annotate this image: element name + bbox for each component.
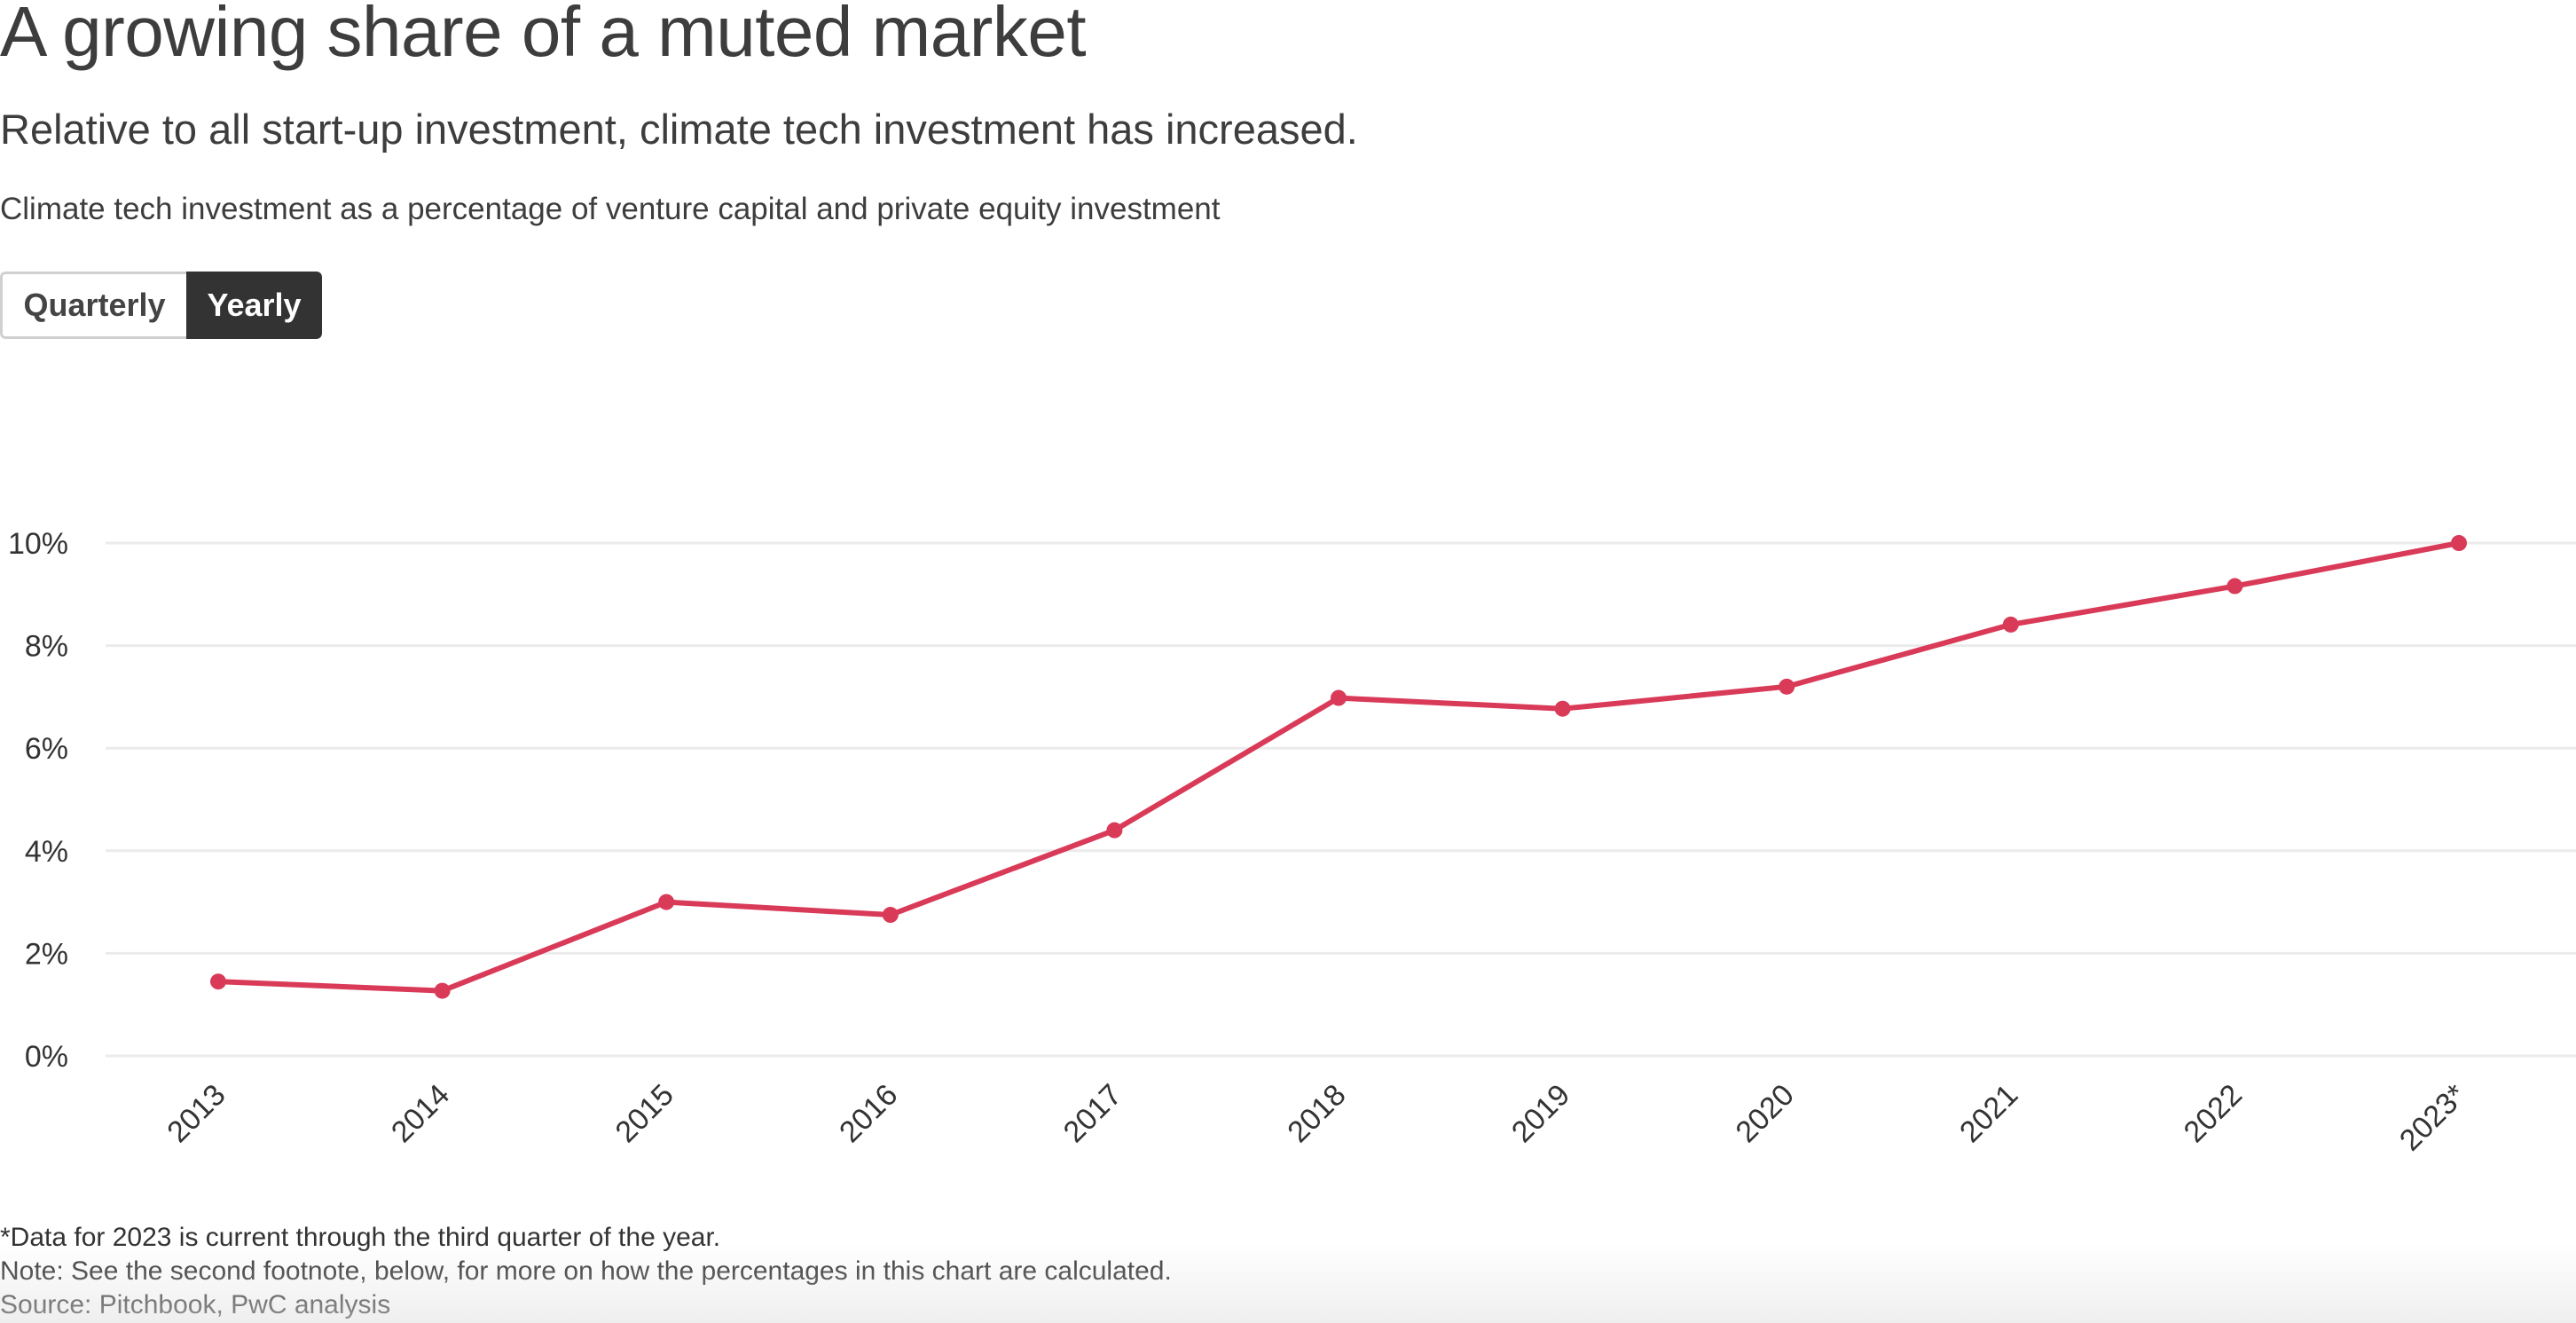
y-tick-label: 10% — [8, 527, 68, 561]
data-point[interactable] — [882, 907, 899, 924]
x-tick-label: 2022 — [2178, 1078, 2249, 1149]
x-tick-label: 2019 — [1505, 1078, 1576, 1149]
footnote-source: Source: Pitchbook, PwC analysis — [0, 1290, 391, 1319]
footnote-note: Note: See the second footnote, below, fo… — [0, 1256, 1172, 1286]
period-toggle: Quarterly Yearly — [0, 272, 322, 339]
data-point[interactable] — [2227, 578, 2243, 595]
y-axis-ticks: 0% 2% 4% 6% 8% 10% — [8, 527, 68, 1074]
chart-description: Climate tech investment as a percentage … — [0, 192, 1221, 226]
y-tick-label: 6% — [25, 732, 68, 766]
line-chart: 0%2%4%6%8%10% 2013 2014 2015 2016 2017 2018 20… — [8, 527, 2576, 1158]
x-tick-label: 2017 — [1057, 1078, 1128, 1149]
toggle-quarterly-button[interactable]: Quarterly — [0, 272, 186, 339]
chart-subtitle: Relative to all start-up investment, cli… — [0, 106, 1358, 153]
footnote-asterisk: *Data for 2023 is current through the th… — [0, 1223, 721, 1252]
toggle-yearly-button[interactable]: Yearly — [186, 272, 322, 339]
data-point[interactable] — [210, 973, 226, 990]
data-point[interactable] — [1554, 700, 1571, 717]
x-tick-label: 2021 — [1953, 1078, 2024, 1149]
footnotes: *Data for 2023 is current through the th… — [0, 1221, 1172, 1322]
series-line — [217, 540, 2460, 994]
chart-title: A growing share of a muted market — [0, 0, 1087, 71]
x-tick-label: 2013 — [161, 1078, 232, 1149]
data-point[interactable] — [2451, 535, 2467, 551]
y-tick-label: 0% — [25, 1040, 68, 1074]
x-tick-label: 2020 — [1730, 1078, 1801, 1149]
x-tick-label: 2023* — [2393, 1078, 2473, 1158]
grid-lines — [106, 541, 2576, 1058]
x-tick-label: 2014 — [385, 1078, 456, 1149]
x-axis-ticks: 2013 2014 2015 2016 2017 2018 2019 2020 2021 2022… — [161, 1078, 2472, 1158]
data-points — [210, 535, 2467, 999]
x-tick-label: 2015 — [609, 1078, 680, 1149]
y-tick-label: 2% — [25, 937, 68, 971]
y-tick-label: 4% — [25, 835, 68, 869]
y-tick-label: 8% — [25, 630, 68, 664]
data-point[interactable] — [2002, 616, 2019, 633]
x-tick-label: 2016 — [833, 1078, 904, 1149]
data-point[interactable] — [1331, 689, 1347, 706]
data-point[interactable] — [1779, 678, 1795, 695]
data-point[interactable] — [434, 982, 451, 999]
data-point[interactable] — [658, 894, 675, 910]
data-point[interactable] — [1106, 822, 1123, 839]
x-tick-label: 2018 — [1281, 1078, 1352, 1149]
